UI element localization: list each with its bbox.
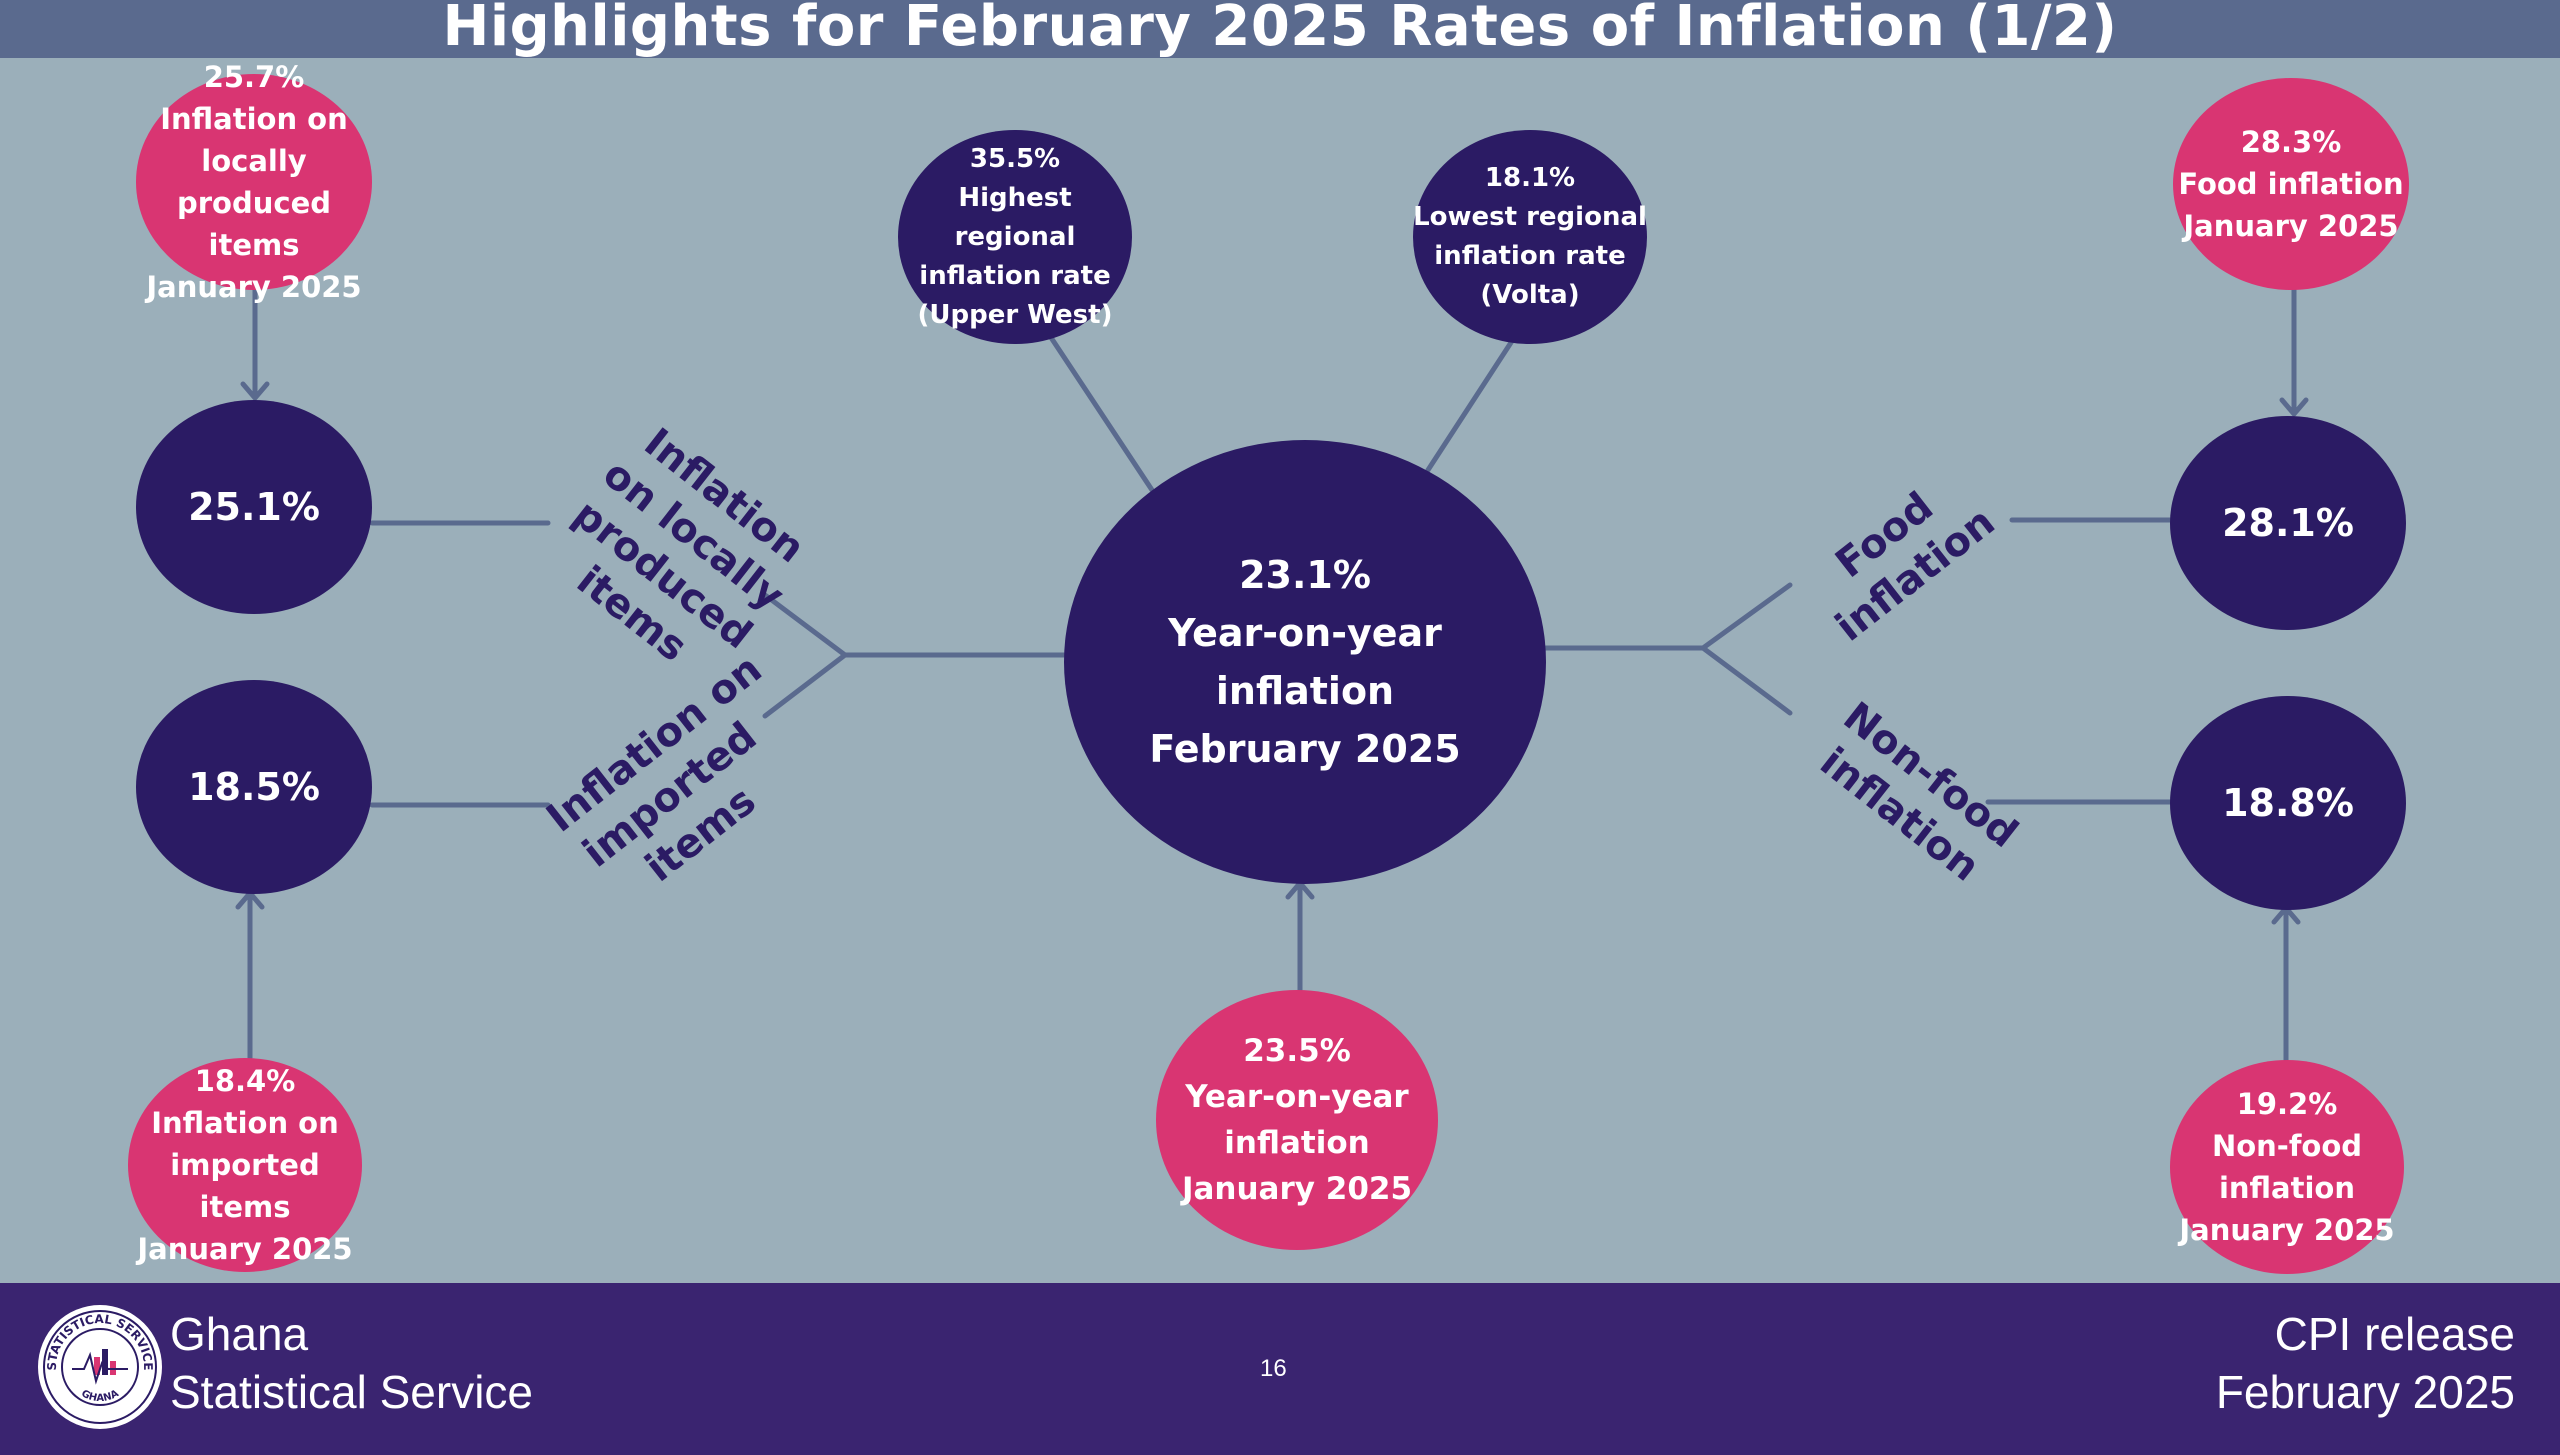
connector-lowest-regional — [1425, 338, 1515, 473]
svg-text:GHANA: GHANA — [79, 1388, 120, 1404]
yoy-january-circle: 23.5% Year-on-year inflation January 202… — [1156, 990, 1438, 1250]
food-january-circle: 28.3% Food inflation January 2025 — [2173, 78, 2409, 290]
connector-fork-upper-left — [762, 592, 848, 658]
connector-fork-upper-right — [1700, 582, 1793, 651]
gss-logo-icon: STATISTICAL SERVICE GHANA — [38, 1305, 162, 1429]
lowest-regional-circle: 18.1% Lowest regional inflation rate (Vo… — [1413, 130, 1647, 344]
connector-fork-lower-left — [762, 652, 848, 719]
logo-bottom-text: GHANA — [79, 1388, 120, 1404]
connector-fork-lower-right — [1700, 645, 1793, 716]
footer: STATISTICAL SERVICE GHANA Ghana Statisti… — [0, 1283, 2560, 1455]
highest-regional-circle: 35.5% Highest regional inflation rate (U… — [898, 130, 1132, 344]
imported-current-circle: 18.5% — [136, 680, 372, 894]
food-current-circle: 28.1% — [2170, 416, 2406, 630]
page-title: Highlights for February 2025 Rates of In… — [442, 0, 2118, 59]
nonfood-current-circle: 18.8% — [2170, 696, 2406, 910]
arrow-local-head — [240, 381, 270, 401]
imported-january-circle: 18.4% Inflation on imported items Januar… — [128, 1058, 362, 1272]
arrow-food-head — [2279, 397, 2309, 417]
local-january-circle: 25.7% Inflation on locally produced item… — [136, 60, 372, 304]
release-info: CPI release February 2025 — [2215, 1308, 2515, 1418]
center-yoy-circle: 23.1% Year-on-year inflation February 20… — [1064, 440, 1546, 884]
local-current-circle: 25.1% — [136, 400, 372, 614]
title-bar: Highlights for February 2025 Rates of In… — [0, 0, 2560, 59]
connector-highest-regional — [1047, 333, 1155, 493]
nonfood-january-circle: 19.2% Non-food inflation January 2025 — [2170, 1060, 2404, 1274]
org-name: Ghana Statistical Service — [170, 1308, 534, 1418]
page-number: 16 — [1260, 1355, 1287, 1382]
